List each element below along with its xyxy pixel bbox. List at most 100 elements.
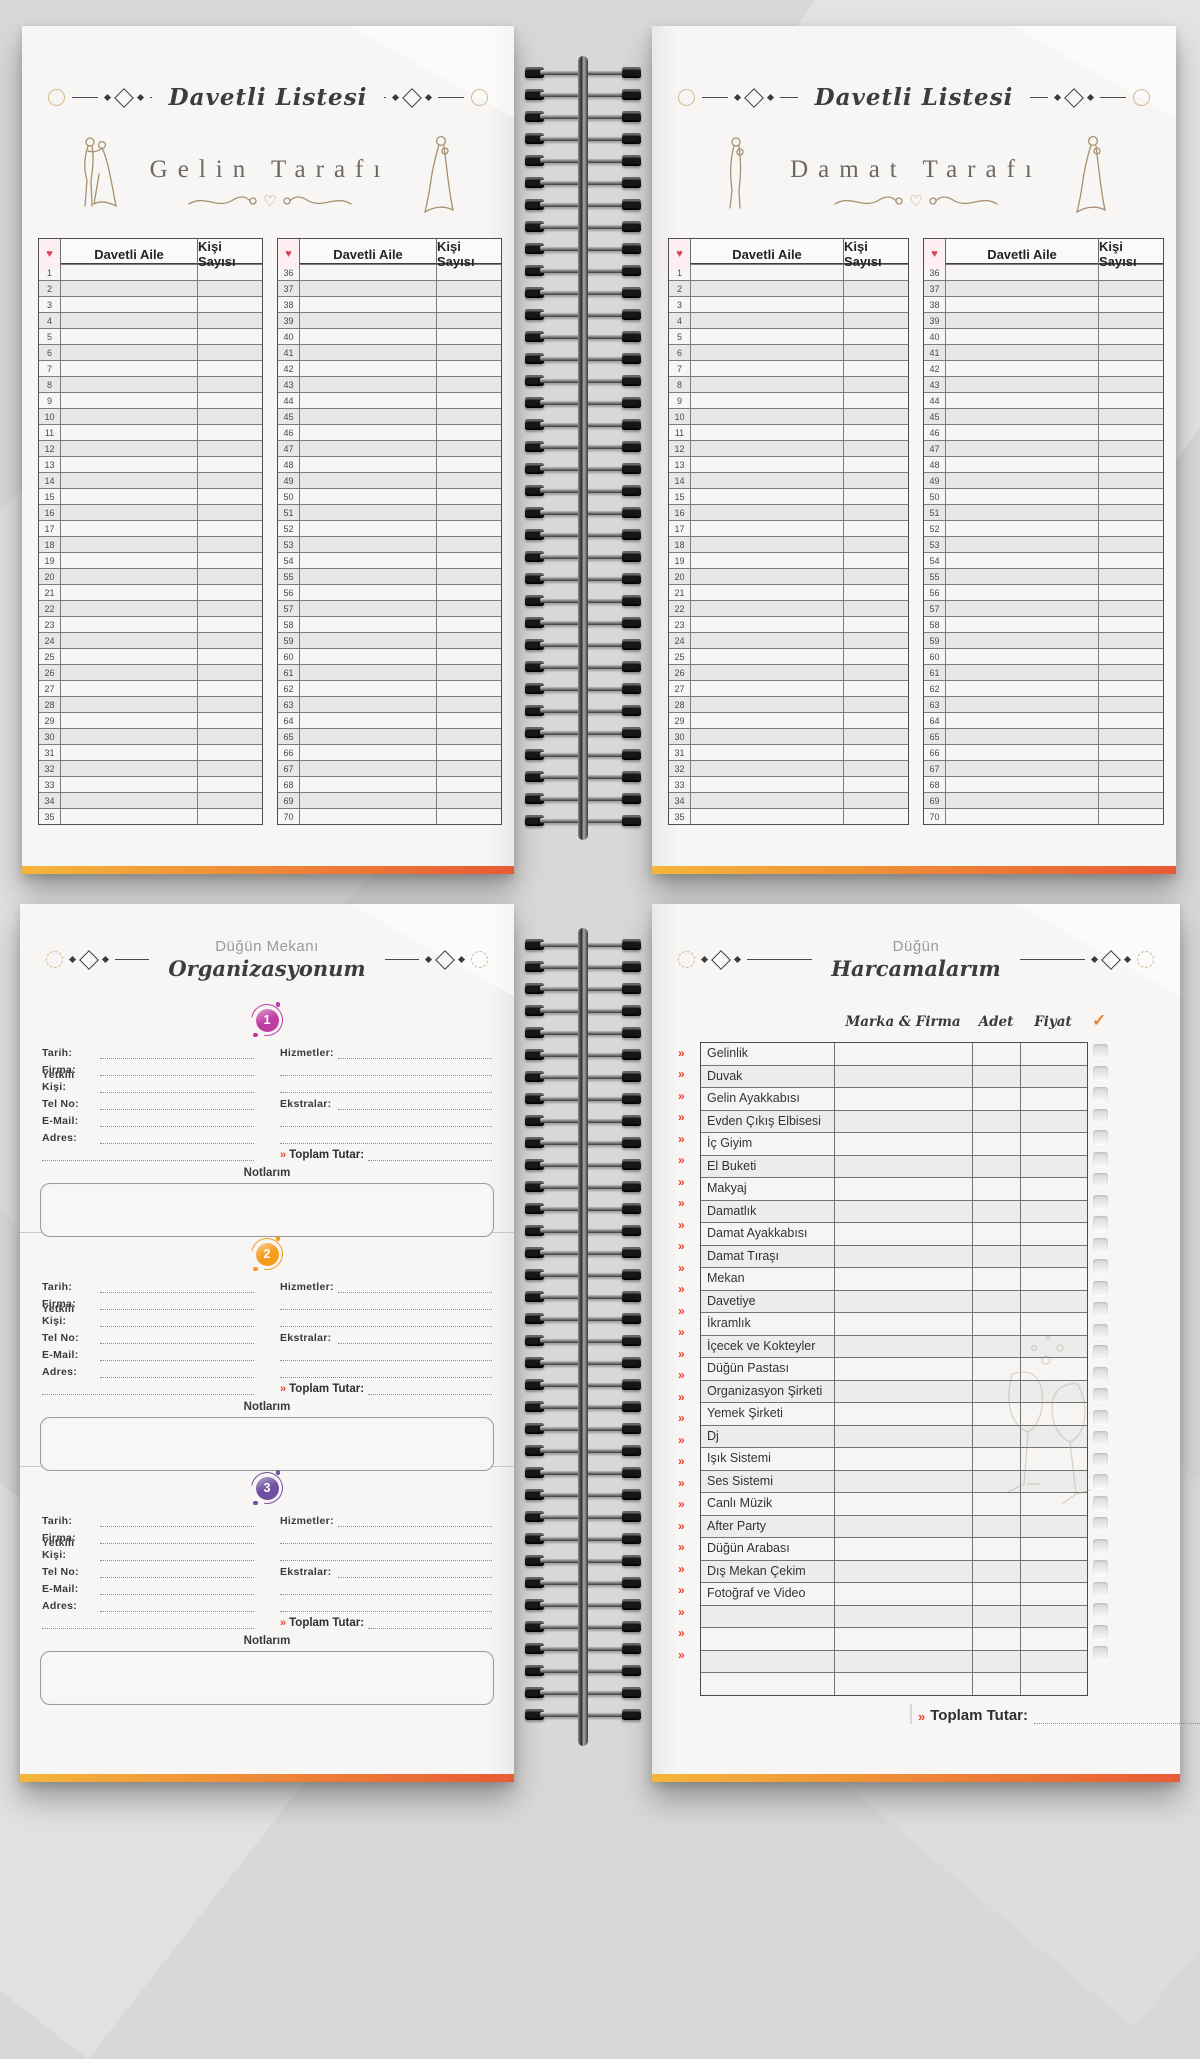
field-line[interactable] [280,1547,492,1561]
checkbox[interactable] [1093,1216,1108,1230]
family-cell[interactable] [691,265,844,280]
field-line[interactable] [338,1279,492,1293]
family-cell[interactable] [61,345,198,360]
family-cell[interactable] [946,729,1099,744]
count-cell[interactable] [198,809,262,824]
family-cell[interactable] [946,665,1099,680]
qty-cell[interactable] [973,1605,1021,1627]
count-cell[interactable] [1099,265,1163,280]
count-cell[interactable] [437,713,501,728]
family-cell[interactable] [61,409,198,424]
count-cell[interactable] [1099,329,1163,344]
count-cell[interactable] [844,505,908,520]
qty-cell[interactable] [973,1425,1021,1447]
count-cell[interactable] [437,425,501,440]
brand-cell[interactable] [835,1358,973,1380]
qty-cell[interactable] [973,1335,1021,1357]
field-line[interactable] [100,1347,254,1361]
qty-cell[interactable] [973,1380,1021,1402]
count-cell[interactable] [1099,697,1163,712]
count-cell[interactable] [437,281,501,296]
price-cell[interactable] [1021,1561,1087,1583]
count-cell[interactable] [844,329,908,344]
family-cell[interactable] [61,553,198,568]
qty-cell[interactable] [973,1448,1021,1470]
family-cell[interactable] [61,633,198,648]
brand-cell[interactable] [835,1403,973,1425]
family-cell[interactable] [946,777,1099,792]
count-cell[interactable] [198,681,262,696]
family-cell[interactable] [946,601,1099,616]
count-cell[interactable] [198,777,262,792]
brand-cell[interactable] [835,1560,973,1582]
checkbox[interactable] [1093,1194,1108,1209]
family-cell[interactable] [300,713,437,728]
count-cell[interactable] [1099,505,1163,520]
checkbox[interactable] [1093,1624,1108,1639]
checkbox[interactable] [1093,1474,1108,1488]
count-cell[interactable] [1099,809,1163,824]
field-line[interactable] [338,1330,492,1344]
count-cell[interactable] [437,409,501,424]
count-cell[interactable] [1099,521,1163,536]
qty-cell[interactable] [973,1110,1021,1132]
family-cell[interactable] [61,537,198,552]
count-cell[interactable] [844,393,908,408]
count-cell[interactable] [198,729,262,744]
family-cell[interactable] [691,457,844,472]
count-cell[interactable] [1099,713,1163,728]
qty-cell[interactable] [973,1313,1021,1335]
count-cell[interactable] [844,281,908,296]
brand-cell[interactable] [835,1223,973,1245]
count-cell[interactable] [1099,665,1163,680]
count-cell[interactable] [198,313,262,328]
family-cell[interactable] [300,617,437,632]
brand-cell[interactable] [835,1628,973,1650]
family-cell[interactable] [300,489,437,504]
family-cell[interactable] [946,713,1099,728]
family-cell[interactable] [691,281,844,296]
count-cell[interactable] [844,617,908,632]
family-cell[interactable] [61,809,198,824]
field-line[interactable] [280,1296,492,1310]
count-cell[interactable] [437,745,501,760]
count-cell[interactable] [844,569,908,584]
family-cell[interactable] [300,793,437,808]
field-line[interactable] [100,1581,254,1595]
family-cell[interactable] [691,409,844,424]
price-cell[interactable] [1021,1201,1087,1223]
family-cell[interactable] [300,569,437,584]
count-cell[interactable] [844,761,908,776]
qty-cell[interactable] [973,1268,1021,1290]
brand-cell[interactable] [835,1380,973,1402]
family-cell[interactable] [691,601,844,616]
checkbox[interactable] [1093,1452,1108,1467]
family-cell[interactable] [61,457,198,472]
field-line[interactable] [280,1347,492,1361]
brand-cell[interactable] [835,1200,973,1222]
family-cell[interactable] [691,617,844,632]
count-cell[interactable] [1099,441,1163,456]
checkbox[interactable] [1093,1517,1108,1531]
field-line[interactable] [280,1364,492,1378]
count-cell[interactable] [844,265,908,280]
brand-cell[interactable] [835,1065,973,1087]
family-cell[interactable] [691,761,844,776]
family-cell[interactable] [61,521,198,536]
family-cell[interactable] [300,585,437,600]
field-line[interactable] [100,1364,254,1378]
qty-cell[interactable] [973,1065,1021,1087]
count-cell[interactable] [844,697,908,712]
count-cell[interactable] [198,521,262,536]
count-cell[interactable] [844,377,908,392]
family-cell[interactable] [300,633,437,648]
field-line[interactable] [42,1615,254,1629]
count-cell[interactable] [198,569,262,584]
count-cell[interactable] [1099,489,1163,504]
count-cell[interactable] [437,505,501,520]
family-cell[interactable] [61,425,198,440]
count-cell[interactable] [198,265,262,280]
brand-cell[interactable] [835,1110,973,1132]
count-cell[interactable] [437,809,501,824]
brand-cell[interactable] [835,1043,973,1065]
